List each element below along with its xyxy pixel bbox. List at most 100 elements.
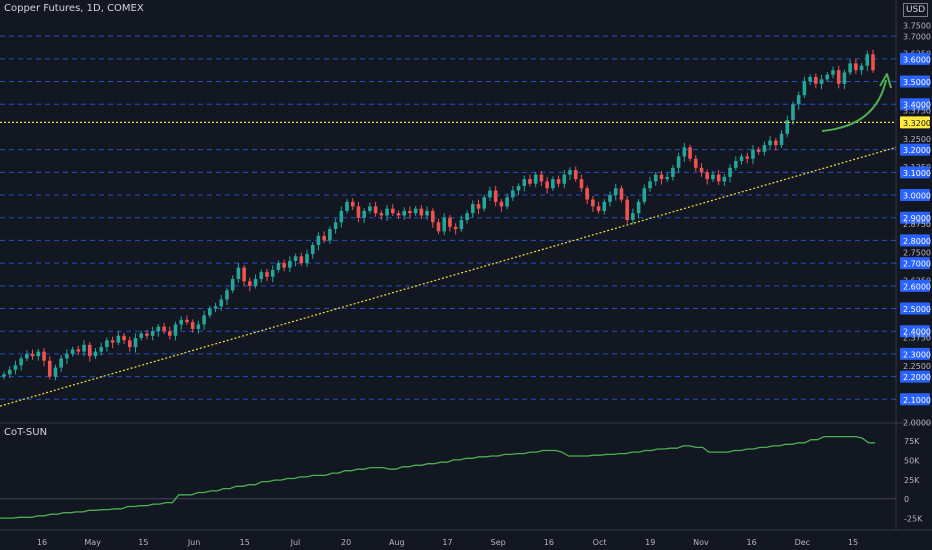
candle-body <box>865 54 870 66</box>
time-tick-label: 16 <box>544 538 554 547</box>
candle-body <box>30 353 35 357</box>
candle-body <box>339 210 344 223</box>
candle-body <box>602 201 607 211</box>
candle-body <box>385 208 389 216</box>
time-tick-label: Oct <box>593 538 607 547</box>
candle-body <box>814 77 818 84</box>
candle-body <box>419 208 424 216</box>
price-tick-label: 3.7000 <box>903 33 931 42</box>
price-tick-label: 2.3000 <box>903 350 931 359</box>
candle-body <box>59 358 63 368</box>
candle-body <box>825 74 830 80</box>
candle-body <box>2 374 6 377</box>
candle-body <box>82 344 86 352</box>
candle-body <box>179 319 184 325</box>
support-badge <box>900 116 930 129</box>
candle-body <box>13 365 18 370</box>
candle-body <box>328 229 332 241</box>
candle-body <box>476 204 481 209</box>
candle-body <box>402 210 406 216</box>
price-tick-label: 2.4000 <box>903 328 931 337</box>
price-badge <box>900 98 930 111</box>
candle-body <box>167 331 172 336</box>
chart-title: Copper Futures, 1D, COMEX <box>4 3 144 14</box>
candle-body <box>573 170 578 180</box>
candle-body <box>190 322 195 329</box>
candle-body <box>110 340 115 343</box>
candle-body <box>676 156 681 168</box>
time-tick-label: Nov <box>693 538 709 547</box>
price-tick-label: 2.8750 <box>903 220 931 229</box>
candle-body <box>482 197 487 209</box>
candle-body <box>230 279 235 291</box>
price-badge <box>900 143 930 156</box>
horizontal-lines <box>0 0 932 531</box>
candle-body <box>653 174 658 182</box>
candle-body <box>716 174 721 182</box>
candle-body <box>516 185 521 191</box>
candle-body <box>751 149 755 159</box>
candle-body <box>819 79 824 84</box>
candle-body <box>631 213 635 220</box>
candle-body <box>528 179 532 184</box>
time-tick-label: 15 <box>138 538 148 547</box>
price-tick-label: 2.1000 <box>903 396 931 405</box>
candle-body <box>185 319 189 323</box>
time-axis: 16 May 15 Jun 15 Jul 20 Aug 17 Sep 16 Oct 19 Nov 16 Dec… <box>37 538 858 547</box>
cot-axis: 75K 50K 25K 0 -25K <box>904 437 923 524</box>
candle-body <box>248 281 252 286</box>
candle-body <box>133 338 138 348</box>
candle-body <box>442 217 447 232</box>
price-tick-label: 2.7000 <box>903 260 931 269</box>
candle-body <box>413 208 418 214</box>
candles <box>2 49 875 381</box>
price-tick-label: 3.2500 <box>903 135 931 144</box>
candle-body <box>671 167 675 177</box>
candle-body <box>236 267 241 280</box>
candle-body <box>436 222 441 232</box>
currency-badge[interactable]: USD <box>903 3 929 17</box>
candle-body <box>213 306 218 309</box>
candle-body <box>551 179 555 189</box>
price-axis: 3.75003.70003.62503.60003.50003.40003.37… <box>900 21 931 428</box>
price-tick-label: 2.0000 <box>903 419 931 428</box>
candle-body <box>665 176 669 180</box>
candle-body <box>596 206 601 211</box>
price-tick-label: 3.3750 <box>903 106 931 115</box>
candle-body <box>785 120 790 134</box>
candle-body <box>379 213 384 216</box>
candle-body <box>225 290 229 300</box>
candle-body <box>25 353 29 359</box>
price-tick-label: 3.1000 <box>903 169 931 178</box>
cot-tick-label: 50K <box>904 456 920 465</box>
candle-body <box>836 70 841 84</box>
candle-body <box>505 197 509 207</box>
candle-body <box>333 222 338 230</box>
time-tick-label: Sep <box>491 538 506 547</box>
price-tick-label: 2.5000 <box>903 305 931 314</box>
candle-body <box>848 63 852 73</box>
time-tick-label: Jul <box>290 538 301 547</box>
candle-body <box>545 181 549 189</box>
candle-body <box>430 210 435 223</box>
candle-body <box>556 179 561 184</box>
cot-line <box>0 435 875 519</box>
candle-body <box>288 260 292 268</box>
price-tick-label: 2.7500 <box>903 248 931 257</box>
candle-body <box>831 70 835 75</box>
candle-body <box>448 217 452 227</box>
price-badge <box>900 302 930 315</box>
time-tick-label: 15 <box>848 538 858 547</box>
price-badge <box>900 393 930 406</box>
candle-body <box>791 104 795 121</box>
candle-body <box>871 54 875 71</box>
price-tick-label: 3.2000 <box>903 146 931 155</box>
price-badge <box>900 189 930 202</box>
candle-body <box>739 156 744 161</box>
candle-body <box>99 347 103 352</box>
candle-body <box>322 235 326 241</box>
candle-body <box>796 95 801 105</box>
candle-body <box>310 244 315 255</box>
indicator-title: CoT-SUN <box>4 427 48 438</box>
